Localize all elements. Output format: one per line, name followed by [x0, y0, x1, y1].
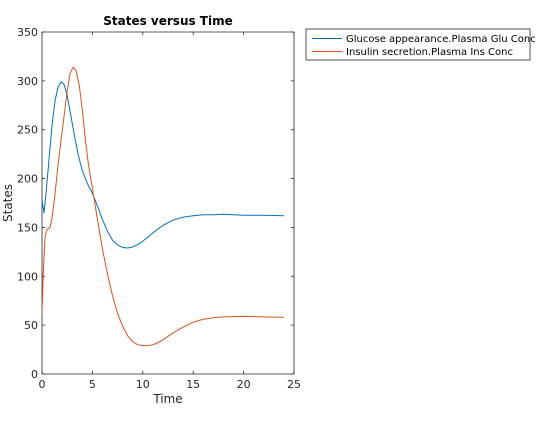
y-tick-label: 300: [17, 75, 38, 88]
series-line-insulin: [41, 66, 284, 347]
y-tick-label: 150: [17, 221, 38, 234]
legend-box: [305, 28, 531, 61]
x-tick-label: 15: [186, 378, 200, 391]
x-tick-label: 10: [136, 378, 150, 391]
y-tick-label: 350: [17, 26, 38, 39]
series-line-glucose: [41, 81, 284, 249]
x-axis-label: Time: [152, 392, 182, 406]
y-axis-label: States: [1, 184, 15, 222]
y-tick-label: 0: [31, 368, 38, 381]
legend-label-glucose: Glucose appearance.Plasma Glu Conc: [346, 34, 536, 45]
x-tick-label: 5: [89, 378, 96, 391]
y-tick-label: 250: [17, 124, 38, 137]
chart-title: States versus Time: [103, 14, 233, 28]
y-tick-label: 100: [17, 270, 38, 283]
y-tick-label: 200: [17, 173, 38, 186]
legend: Glucose appearance.Plasma Glu Conc Insul…: [305, 28, 536, 61]
plot-area: [42, 32, 294, 374]
legend-label-insulin: Insulin secretion.Plasma Ins Conc: [346, 47, 513, 58]
series-layer: [41, 66, 284, 347]
x-tick-label: 25: [287, 378, 301, 391]
y-tick-label: 50: [24, 319, 38, 332]
x-tick-label: 0: [39, 378, 46, 391]
x-tick-label: 20: [237, 378, 251, 391]
